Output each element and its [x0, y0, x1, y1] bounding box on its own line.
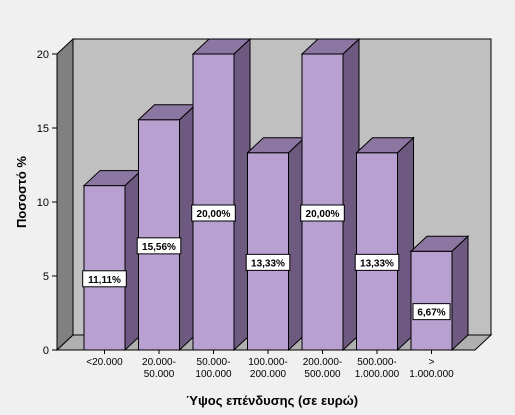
x-tick-label: <20.000 [86, 357, 123, 368]
data-label: 13,33% [251, 258, 285, 269]
x-tick-label: 50.000- [197, 357, 231, 368]
bar-top [355, 137, 415, 154]
bar-top [191, 38, 252, 55]
x-axis-title: Ύψος επένδυσης (σε ευρώ) [186, 393, 358, 408]
data-label-box [412, 303, 451, 321]
x-axis: <20.000 20.000-50.000 50.000-100.000 100.00… [57, 349, 475, 380]
bar [410, 250, 453, 351]
y-tick-label: 5 [43, 271, 49, 283]
x-tick-label: 100.000- [248, 357, 287, 368]
y-axis: 0 5 10 15 20 [37, 49, 58, 357]
bars: 11,11% 15,56% 20,00% 13,33% 20,00% 13,33% 6,67… [82, 37, 470, 352]
plot-left-wall [56, 37, 74, 352]
y-tick-label: 0 [43, 345, 49, 357]
x-tick-label: 100.000 [195, 369, 232, 380]
data-label: 20,00% [197, 209, 231, 220]
x-tick-label: > [429, 357, 435, 368]
bar [83, 185, 126, 351]
y-tick-label: 20 [37, 49, 49, 61]
bar-side [451, 235, 469, 352]
x-tick-label: 1.000.000 [409, 369, 454, 380]
bar [192, 53, 235, 351]
y-axis-title: Ποσοστό % [14, 156, 29, 228]
x-tick-label: 200.000- [303, 357, 342, 368]
x-tick-label: 200.000 [250, 369, 287, 380]
data-label: 20,00% [306, 209, 340, 220]
bar-top [300, 38, 361, 55]
x-tick-label: 500.000 [304, 369, 341, 380]
data-label: 11,11% [88, 275, 121, 286]
data-label-box [82, 270, 127, 288]
data-label-box [245, 253, 291, 271]
bar [301, 53, 344, 351]
y-tick-label: 10 [37, 197, 49, 209]
data-label: 6,67% [417, 308, 445, 319]
x-tick-label: 1.000.000 [355, 369, 400, 380]
bar [247, 152, 289, 351]
data-label-box [191, 204, 236, 222]
y-tick-label: 15 [37, 123, 49, 135]
x-tick-label: 20.000- [142, 357, 176, 368]
bar [138, 119, 180, 351]
data-label: 13,33% [360, 258, 394, 269]
data-label-box [354, 253, 400, 271]
x-tick-label: 50.000 [144, 369, 175, 380]
bar [356, 152, 398, 351]
data-label: 15,56% [142, 242, 176, 253]
bar-top [409, 235, 470, 252]
data-label-box [300, 204, 345, 222]
data-label-box [136, 237, 182, 255]
x-tick-label: 500.000- [357, 357, 396, 368]
